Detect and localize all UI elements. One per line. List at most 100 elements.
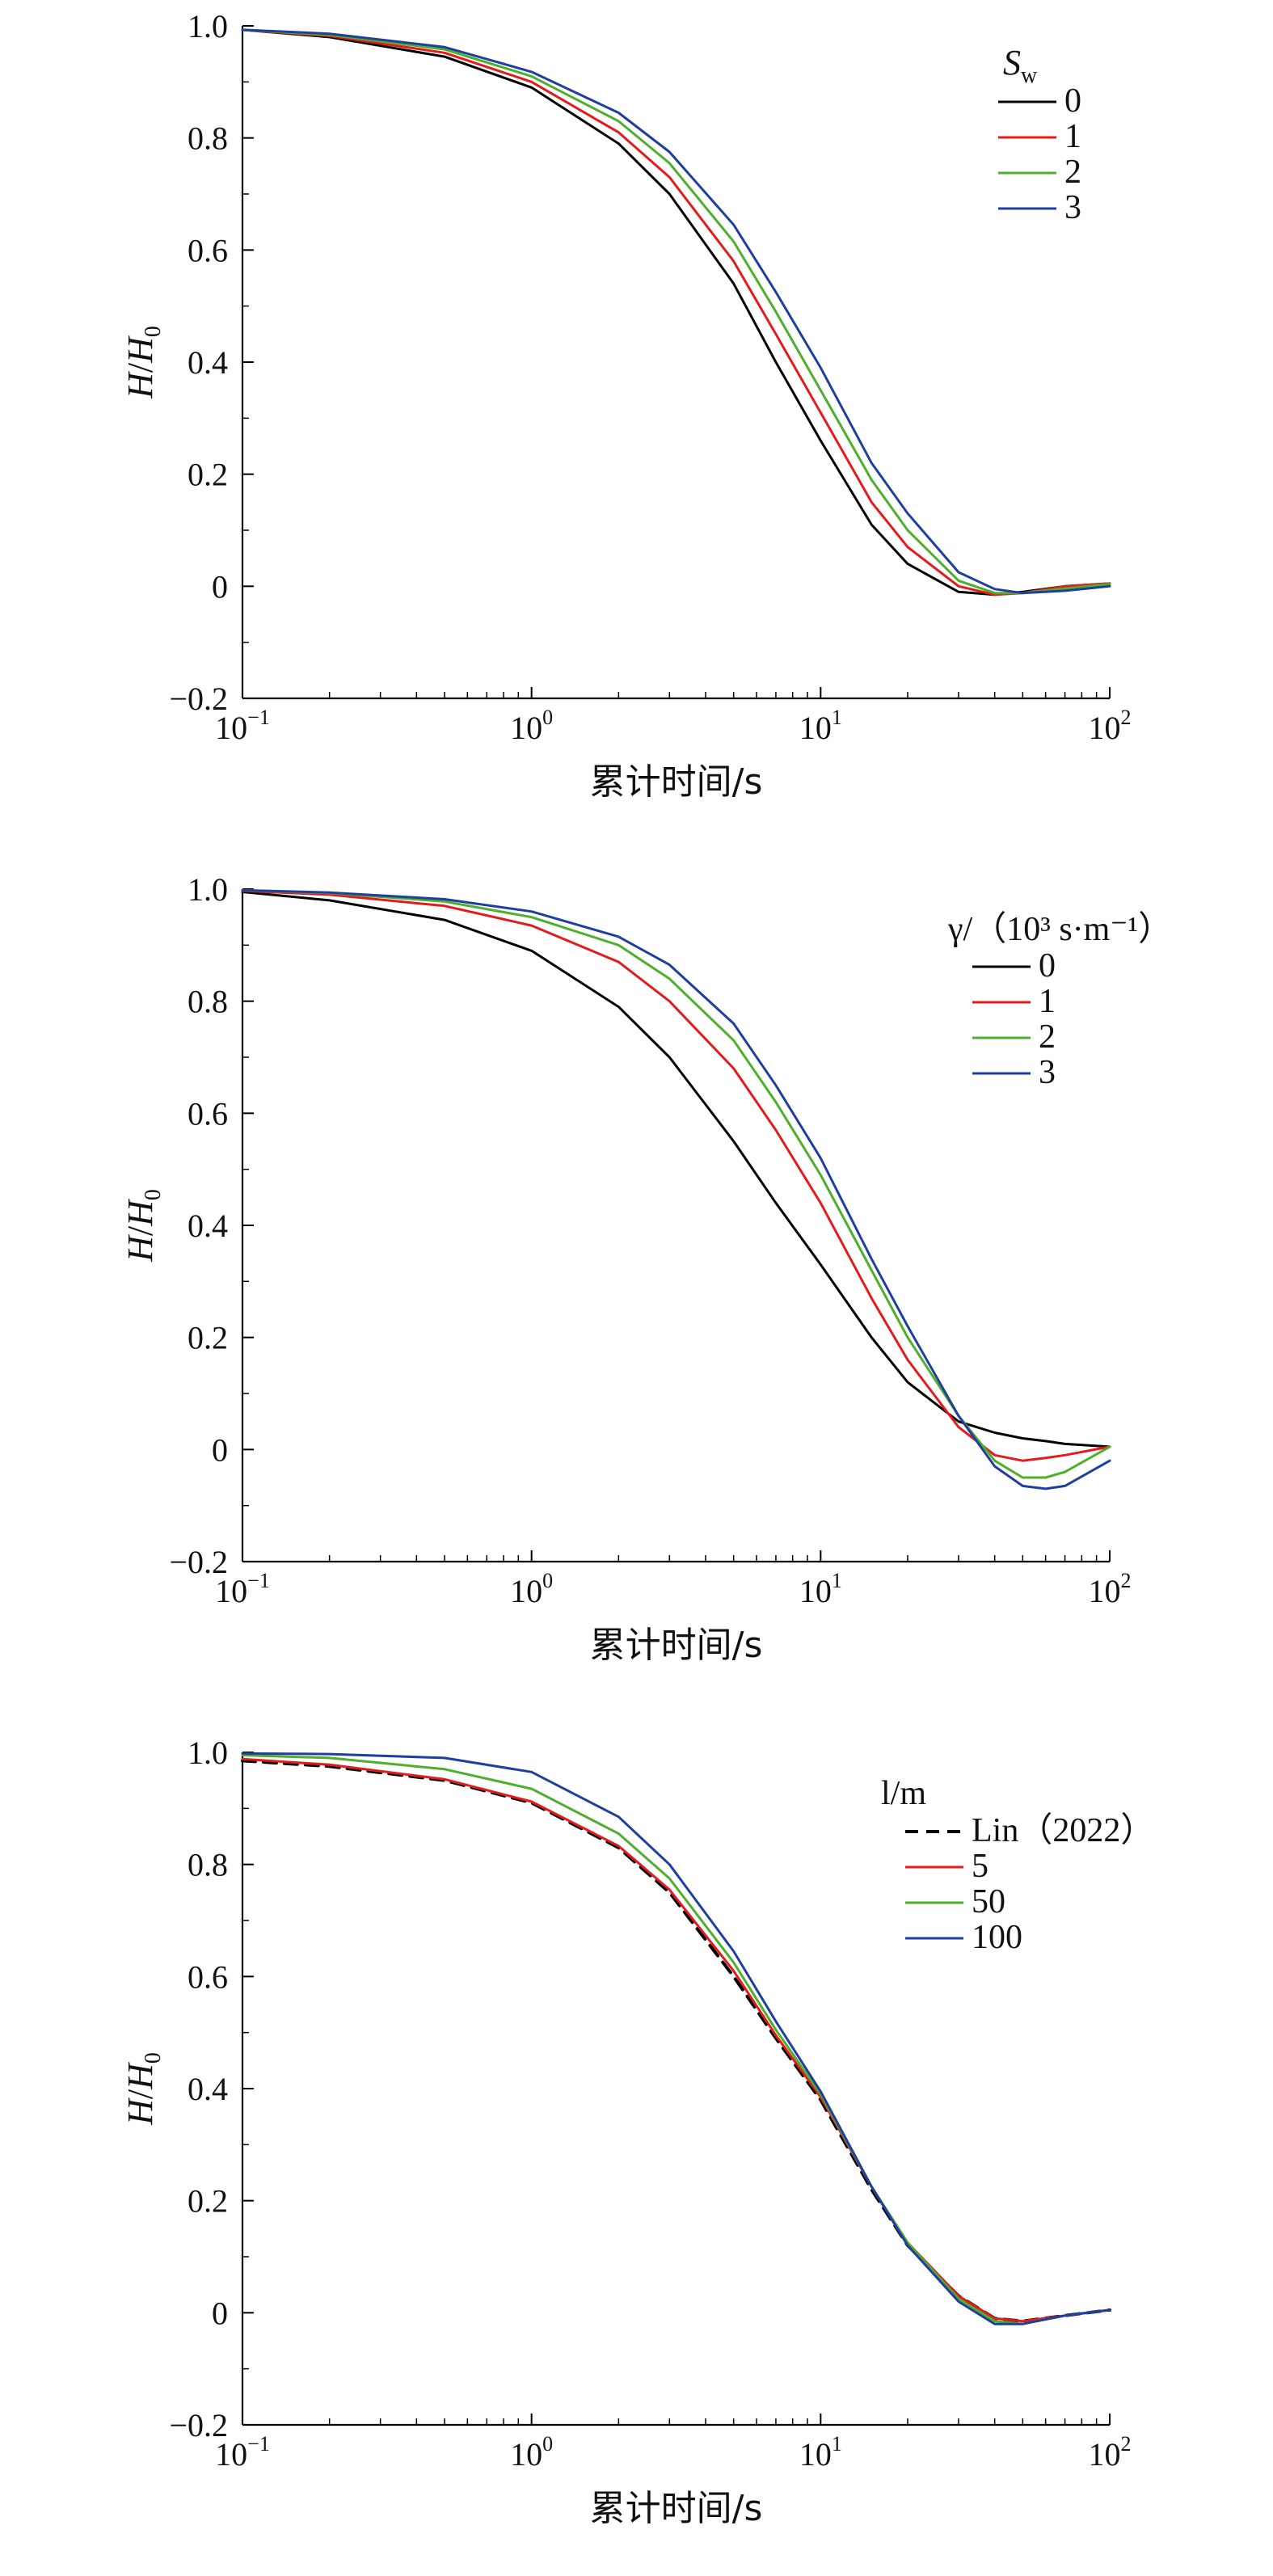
x-tick-label-exponent: 1 — [832, 1569, 842, 1592]
y-tick-label: 0.4 — [188, 344, 228, 381]
y-axis-label-subscript: 0 — [141, 326, 166, 337]
legend-entry-label: 2 — [1064, 154, 1081, 191]
legend-entry-label: Lin（2022） — [972, 1812, 1154, 1849]
x-tick-label: 101 — [799, 2432, 842, 2473]
y-axis-label-numerator: H — [120, 1234, 160, 1263]
x-tick-label-exponent: 2 — [1121, 1569, 1132, 1592]
series-line-2 — [241, 889, 1111, 1462]
x-tick-label-exponent: 0 — [542, 2432, 553, 2456]
y-axis-label-slash: / — [120, 2089, 160, 2099]
series-line-2 — [241, 28, 1111, 597]
x-tick-label: 101 — [799, 706, 842, 746]
y-axis-label-numerator: H — [120, 2097, 160, 2126]
x-tick-label-base: 10 — [799, 710, 832, 746]
x-tick-label-exponent: 2 — [1121, 2432, 1132, 2456]
y-tick-label: 0.4 — [188, 2071, 228, 2107]
x-tick-label-base: 10 — [215, 1573, 247, 1609]
legend-entry-label: 0 — [1039, 947, 1056, 984]
x-tick-label: 100 — [510, 2432, 553, 2473]
x-tick-label: 102 — [1089, 2432, 1132, 2473]
y-tick-label: −0.2 — [169, 1544, 228, 1580]
series-line-3 — [241, 28, 1111, 595]
x-tick-label-exponent: 1 — [832, 2432, 842, 2456]
y-tick-label: 0 — [212, 568, 228, 605]
x-tick-label: 101 — [799, 1569, 842, 1609]
y-tick-label: 0.6 — [188, 232, 228, 268]
x-tick-label: 102 — [1089, 706, 1132, 746]
series-line-4 — [241, 1752, 1111, 2325]
legend-entry-label: 50 — [972, 1883, 1005, 1920]
x-tick-label-base: 10 — [1089, 710, 1121, 746]
y-axis-label: H/H0 — [120, 326, 166, 399]
x-tick-label-base: 10 — [799, 2436, 832, 2473]
x-tick-label: 102 — [1089, 1569, 1132, 1609]
legend-entry-label: 2 — [1039, 1018, 1056, 1056]
legend-entry-label: 5 — [972, 1848, 988, 1885]
legend-title-subscript: w — [1021, 63, 1038, 88]
x-tick-label-base: 10 — [510, 1573, 542, 1609]
y-tick-label: −0.2 — [169, 2407, 228, 2443]
y-tick-label: 1.0 — [188, 871, 228, 908]
y-tick-label: 1.0 — [188, 8, 228, 44]
x-tick-label: 10−1 — [215, 2432, 270, 2473]
series-line-3 — [241, 1754, 1111, 2325]
x-tick-label-exponent: 0 — [542, 706, 553, 729]
legend-entry-label: 3 — [1064, 189, 1081, 226]
x-tick-label: 100 — [510, 1569, 553, 1609]
legend-entry-label: 0 — [1064, 82, 1081, 120]
y-tick-label: 0.6 — [188, 1095, 228, 1132]
y-tick-label: 0.2 — [188, 1320, 228, 1356]
x-axis-label: 累计时间/s — [590, 2488, 763, 2529]
series-line-3 — [241, 888, 1111, 1479]
x-tick-label-exponent: 1 — [832, 706, 842, 729]
chart-panel-2: 10−1 100 101 102−0.200.20.40.60.81.0累计时间/sH… — [120, 871, 1172, 1666]
y-tick-label: −0.2 — [169, 681, 228, 717]
y-axis-label-slash: / — [120, 362, 160, 373]
y-tick-label: 0.8 — [188, 984, 228, 1020]
y-axis-label-denominator: H — [120, 2062, 160, 2090]
chart-panel-3: 10−1 100 101 102−0.200.20.40.60.81.0累计时间/sH… — [120, 1735, 1154, 2529]
series-line-1 — [241, 891, 1111, 1448]
x-axis-label: 累计时间/s — [590, 1625, 763, 1666]
y-tick-label: 0.8 — [188, 1847, 228, 1883]
x-axis-label: 累计时间/s — [590, 761, 763, 803]
x-tick-label-base: 10 — [1089, 2436, 1121, 2473]
legend-entry-label: 100 — [972, 1919, 1022, 1956]
x-tick-label: 10−1 — [215, 706, 270, 746]
x-tick-label-exponent: −1 — [247, 1569, 270, 1592]
y-axis-label: H/H0 — [120, 2052, 166, 2126]
legend-entry-label: 3 — [1039, 1054, 1056, 1091]
y-axis-label-numerator: H — [120, 371, 160, 399]
y-axis-label-denominator: H — [120, 335, 160, 364]
y-tick-label: 0.8 — [188, 120, 228, 157]
y-axis-label-slash: / — [120, 1225, 160, 1236]
legend-title-symbol: S — [1003, 43, 1021, 82]
y-tick-label: 0.2 — [188, 457, 228, 493]
legend-entry-label: 1 — [1064, 118, 1081, 155]
y-tick-label: 0.6 — [188, 1958, 228, 1995]
series-line-4 — [241, 888, 1111, 1490]
series-line-4 — [241, 28, 1111, 595]
chart-panel-1: 10−1 100 101 102−0.200.20.40.60.81.0累计时间/sH… — [120, 8, 1132, 803]
x-tick-label-exponent: −1 — [247, 2432, 270, 2456]
y-tick-label: 1.0 — [188, 1735, 228, 1771]
x-tick-label-base: 10 — [215, 710, 247, 746]
y-tick-label: 0 — [212, 2295, 228, 2331]
y-tick-label: 0.2 — [188, 2183, 228, 2220]
legend-title: Sw — [1003, 43, 1038, 88]
x-tick-label-base: 10 — [1089, 1573, 1121, 1609]
series-line-2 — [241, 1757, 1111, 2323]
legend-title: l/m — [881, 1775, 926, 1812]
x-tick-label-base: 10 — [215, 2436, 247, 2473]
series-line-1 — [241, 28, 1111, 597]
legend-entry-label: 1 — [1039, 983, 1056, 1020]
x-tick-label-base: 10 — [510, 2436, 542, 2473]
y-axis-label-subscript: 0 — [141, 2052, 166, 2064]
y-axis-label-subscript: 0 — [141, 1189, 166, 1200]
x-tick-label-exponent: 2 — [1121, 706, 1132, 729]
